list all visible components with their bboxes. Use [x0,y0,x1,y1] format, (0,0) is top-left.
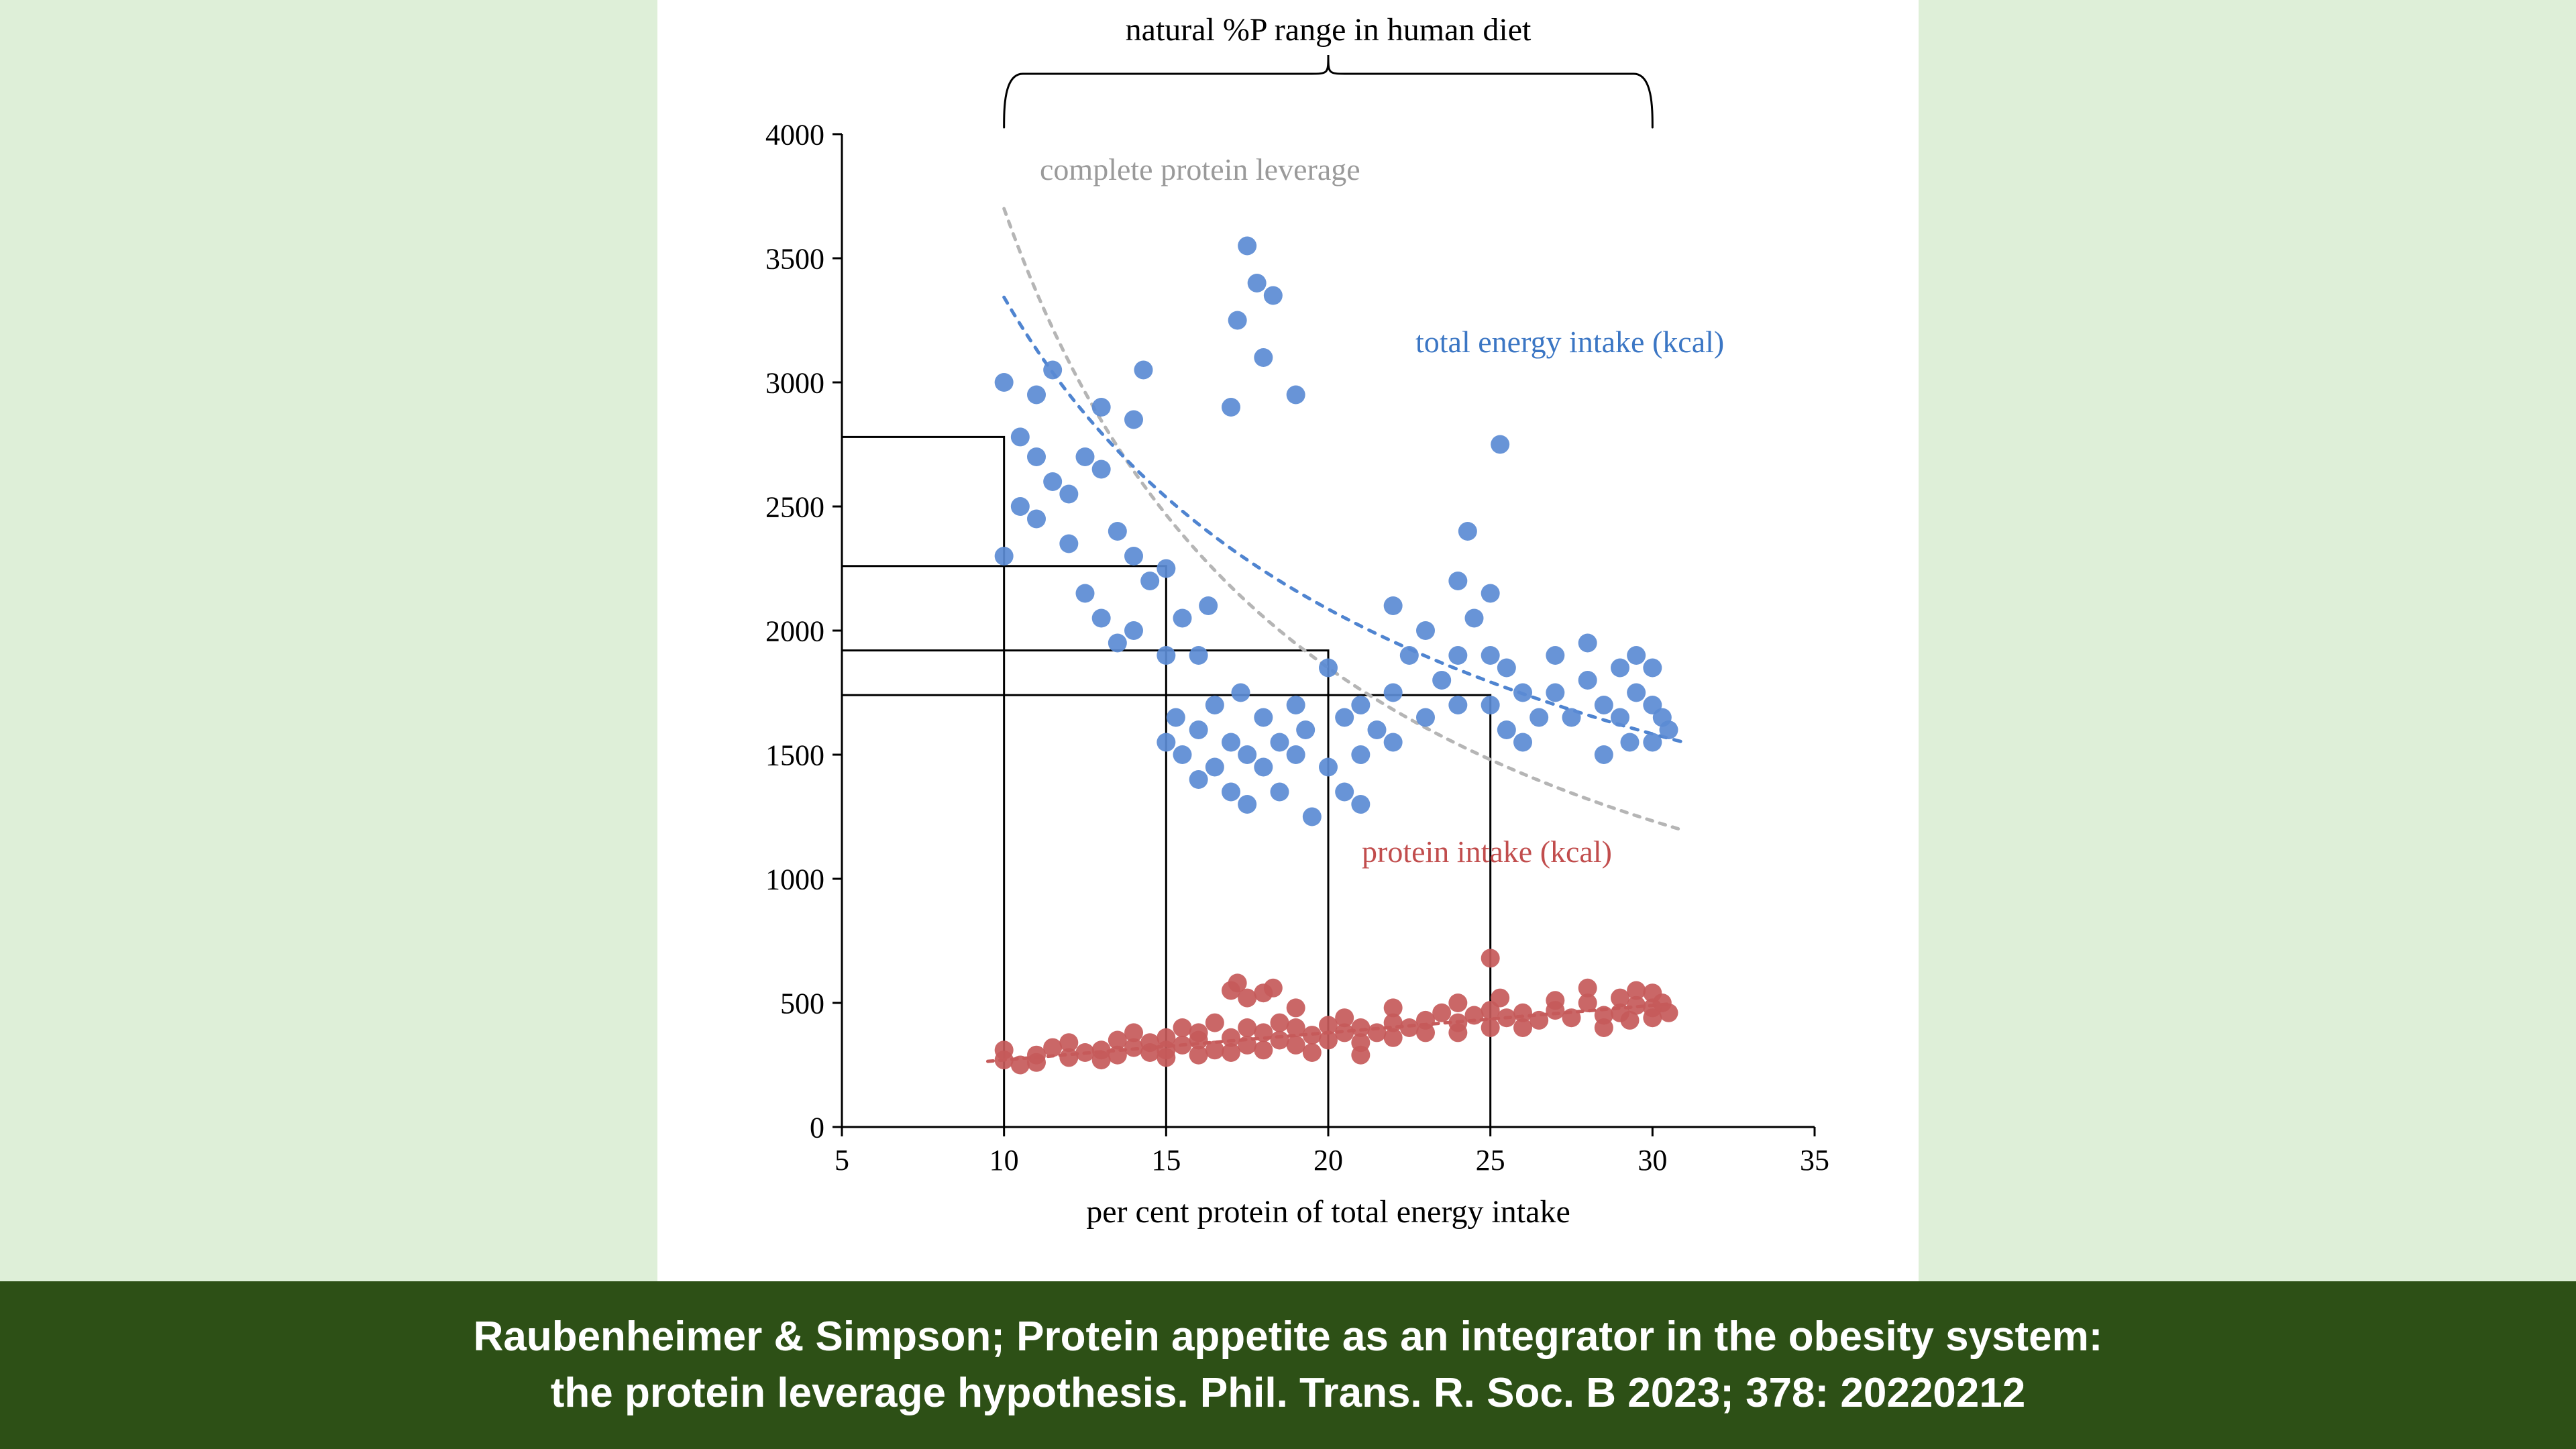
svg-text:25: 25 [1476,1144,1505,1177]
chart-panel: 0 500 1000 1500 2000 2500 3000 3500 4000 5 10 15 20 2… [657,0,1919,1281]
svg-text:complete protein leverage: complete protein leverage [1040,152,1360,186]
svg-text:0: 0 [810,1111,824,1144]
svg-text:2000: 2000 [765,614,824,647]
svg-text:natural %P range in human diet: natural %P range in human diet [1126,12,1532,48]
svg-text:2500: 2500 [765,490,824,523]
svg-text:5: 5 [835,1144,849,1177]
svg-text:500: 500 [780,987,824,1020]
svg-text:per cent protein of total ener: per cent protein of total energy intake [1086,1194,1570,1230]
slide: 0 500 1000 1500 2000 2500 3000 3500 4000 5 10 15 20 2… [0,0,2576,1449]
svg-text:30: 30 [1638,1144,1667,1177]
svg-text:3500: 3500 [765,242,824,275]
svg-text:1000: 1000 [765,863,824,896]
svg-text:total energy intake (kcal): total energy intake (kcal) [1415,325,1724,359]
citation-line-2: the protein leverage hypothesis. Phil. T… [40,1365,2536,1421]
svg-text:35: 35 [1800,1144,1829,1177]
citation-bar: Raubenheimer & Simpson; Protein appetite… [0,1281,2576,1449]
svg-text:1500: 1500 [765,739,824,771]
chart-svg: 0 500 1000 1500 2000 2500 3000 3500 4000 5 10 15 20 2… [657,0,1919,1281]
svg-text:20: 20 [1313,1144,1343,1177]
svg-text:3000: 3000 [765,366,824,399]
svg-text:protein intake (kcal): protein intake (kcal) [1362,835,1612,869]
citation-line-1: Raubenheimer & Simpson; Protein appetite… [40,1309,2536,1365]
svg-text:15: 15 [1151,1144,1181,1177]
svg-text:4000: 4000 [765,118,824,151]
svg-text:10: 10 [989,1144,1019,1177]
